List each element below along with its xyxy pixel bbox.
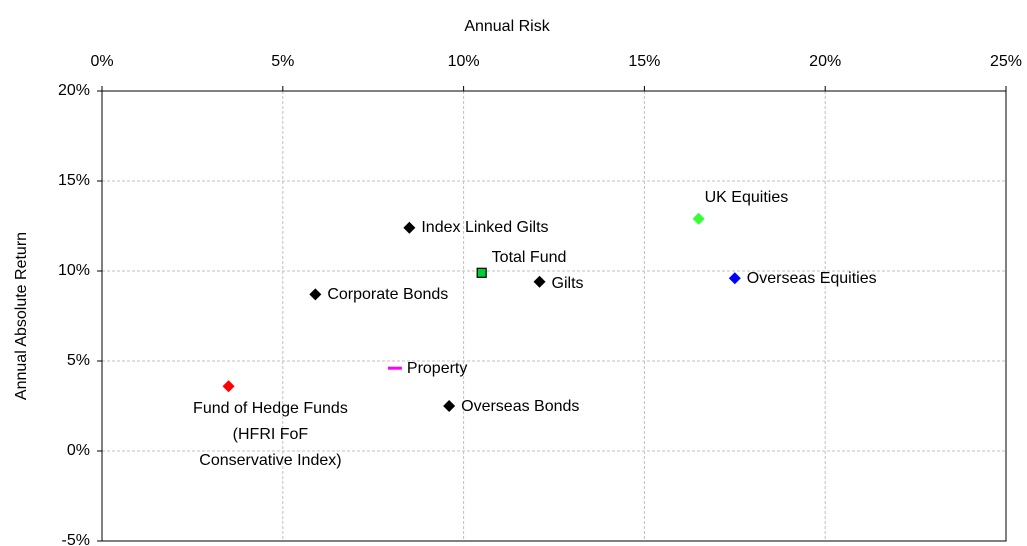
x-axis-title: Annual Risk [464, 18, 550, 35]
point [476, 267, 487, 278]
point [309, 288, 322, 301]
x-tick-label: 25% [990, 53, 1022, 70]
y-tick-label: 10% [58, 262, 90, 279]
y-tick-label: -5% [62, 532, 90, 546]
plot-border [101, 90, 1007, 542]
point [403, 221, 416, 234]
y-tick-label: 20% [58, 82, 90, 99]
x-tick-label: 5% [271, 53, 294, 70]
x-tick-label: 15% [628, 53, 660, 70]
point-label: Corporate Bonds [327, 286, 449, 304]
point [533, 275, 546, 288]
x-tick-label: 10% [448, 53, 480, 70]
point [728, 272, 741, 285]
point-label: Property [406, 360, 468, 378]
point-label: Total Fund [491, 248, 567, 266]
point-label: Index Linked Gilts [421, 218, 549, 236]
point [387, 366, 402, 370]
point-label: Overseas Bonds [461, 398, 580, 415]
point [222, 380, 235, 393]
point-label: Gilts [551, 274, 584, 292]
y-tick-label: 15% [58, 172, 90, 189]
point-label: Overseas Equities [746, 270, 877, 288]
y-tick-label: 0% [67, 442, 90, 459]
x-tick-label: 20% [809, 53, 841, 70]
x-tick-label: 0% [90, 53, 113, 70]
y-axis-title: Annual Absolute Return [13, 232, 30, 400]
point-label: UK Equities [704, 188, 789, 206]
point-label: Fund of Hedge Funds (HFRI FoF Conservati… [193, 400, 348, 470]
y-tick-label: 5% [67, 352, 90, 369]
point [692, 212, 705, 225]
point [443, 400, 456, 412]
